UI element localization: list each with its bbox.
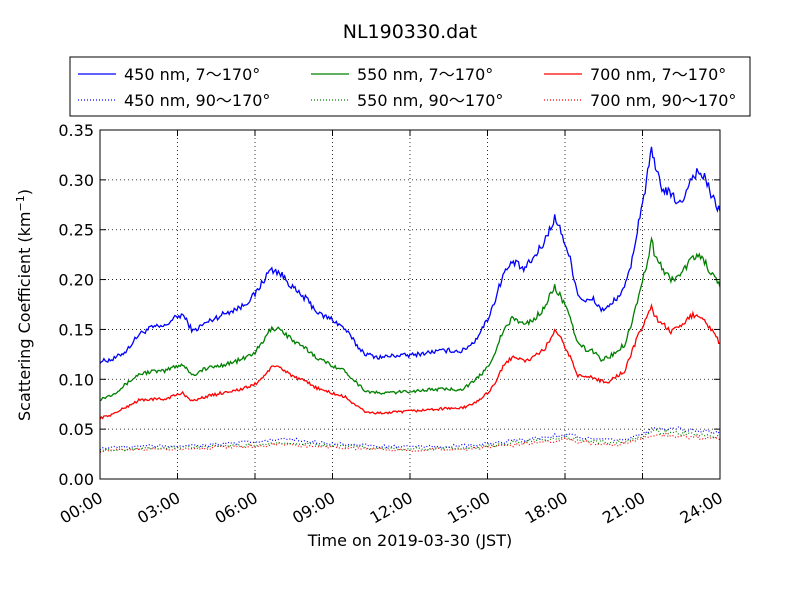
x-tick-label: 18:00 [522,488,571,528]
legend-label-2: 700 nm, 7～170° [590,65,726,84]
x-tick-label: 12:00 [367,488,416,528]
x-tick-label: 15:00 [444,488,493,528]
legend-label-5: 700 nm, 90～170° [590,91,736,110]
x-tick-label: 09:00 [289,488,338,528]
series-line-4 [99,428,721,453]
series-line-0 [99,146,721,364]
y-tick-label: 0.30 [58,171,94,190]
y-tick-label: 0.15 [58,320,94,339]
y-tick-label: 0.00 [58,470,94,489]
series-line-3 [99,425,721,451]
x-tick-label: 24:00 [677,488,726,528]
x-tick-label: 03:00 [134,488,183,528]
y-tick-label: 0.25 [58,221,94,240]
series-line-2 [99,303,721,420]
grid [100,130,720,479]
y-axis-label-close: ) [15,189,34,195]
series-line-1 [99,236,721,402]
legend: 450 nm, 7～170° 550 nm, 7～170° 700 nm, 7～17… [69,56,751,117]
y-axis-label-sup: −1 [14,195,27,211]
y-axis-label-main: Scattering Coefficient (km [15,211,34,421]
legend-label-0: 450 nm, 7～170° [124,65,260,84]
legend-label-3: 450 nm, 90～170° [124,91,270,110]
x-axis-label: Time on 2019-03-30 (JST) [307,531,512,550]
x-tick-label: 21:00 [599,488,648,528]
series-group [99,146,721,453]
y-axis-label: Scattering Coefficient (km−1) [14,189,34,421]
legend-frame [69,56,751,117]
y-tick-label: 0.35 [58,121,94,140]
legend-label-4: 550 nm, 90～170° [357,91,503,110]
chart-title: NL190330.dat [343,21,478,43]
y-tick-label: 0.20 [58,271,94,290]
y-tick-label: 0.05 [58,420,94,439]
x-tick-label: 06:00 [212,488,261,528]
y-tick-label: 0.10 [58,370,94,389]
legend-label-1: 550 nm, 7～170° [357,65,493,84]
x-tick-label: 00:00 [57,488,106,528]
